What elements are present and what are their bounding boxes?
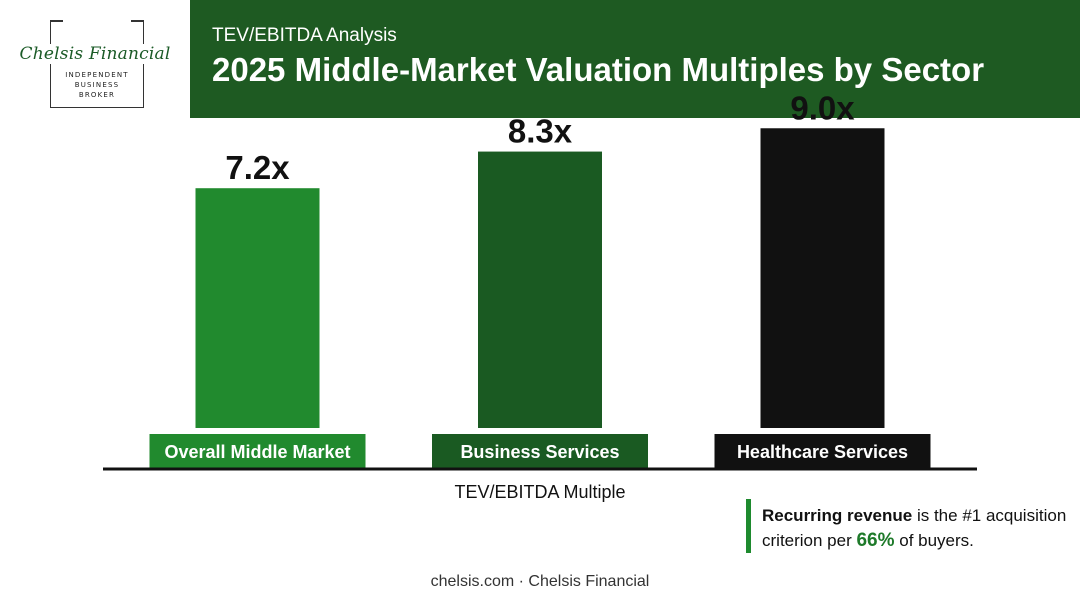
bar-value-label-0: 7.2x bbox=[225, 149, 290, 186]
bar-1 bbox=[478, 151, 602, 428]
x-axis-line bbox=[103, 467, 977, 471]
page-title: 2025 Middle-Market Valuation Multiples b… bbox=[212, 51, 985, 88]
bar-2 bbox=[760, 128, 885, 428]
category-label-box-0 bbox=[149, 434, 366, 468]
recurring-revenue-callout: Recurring revenue is the #1 acquisition … bbox=[746, 499, 1076, 553]
footer-credit: chelsis.com · Chelsis Financial bbox=[430, 573, 650, 590]
callout-text: is the #1 acquisition criterion per bbox=[762, 506, 1067, 550]
logo-tagline: INDEPENDENT BUSINESS BROKER bbox=[50, 70, 144, 100]
x-axis-title: TEV/EBITDA Multiple bbox=[454, 482, 626, 502]
logo-name: Chelsis Financial bbox=[10, 44, 180, 64]
logo: Chelsis Financial INDEPENDENT BUSINESS B… bbox=[0, 0, 190, 118]
callout-percent: 66% bbox=[856, 530, 895, 551]
bar-value-label-2: 9.0x bbox=[790, 89, 855, 126]
bar-0 bbox=[195, 188, 320, 428]
logo-tagline-line: INDEPENDENT bbox=[65, 71, 129, 79]
category-label-box-2 bbox=[714, 434, 931, 468]
category-label-0: Overall Middle Market bbox=[164, 442, 350, 462]
header-banner: TEV/EBITDA Analysis 2025 Middle-Market V… bbox=[190, 0, 1080, 118]
logo-frame bbox=[50, 20, 144, 108]
category-label-box-1 bbox=[432, 434, 648, 468]
logo-tagline-line: BROKER bbox=[78, 91, 116, 99]
header-kicker: TEV/EBITDA Analysis bbox=[212, 25, 397, 46]
callout-bold-text: Recurring revenue bbox=[762, 506, 913, 525]
category-label-2: Healthcare Services bbox=[737, 442, 908, 462]
category-label-1: Business Services bbox=[460, 442, 619, 462]
logo-tagline-line: BUSINESS bbox=[74, 81, 120, 89]
callout-text-end: of buyers. bbox=[894, 531, 974, 550]
bar-value-label-1: 8.3x bbox=[508, 113, 573, 150]
